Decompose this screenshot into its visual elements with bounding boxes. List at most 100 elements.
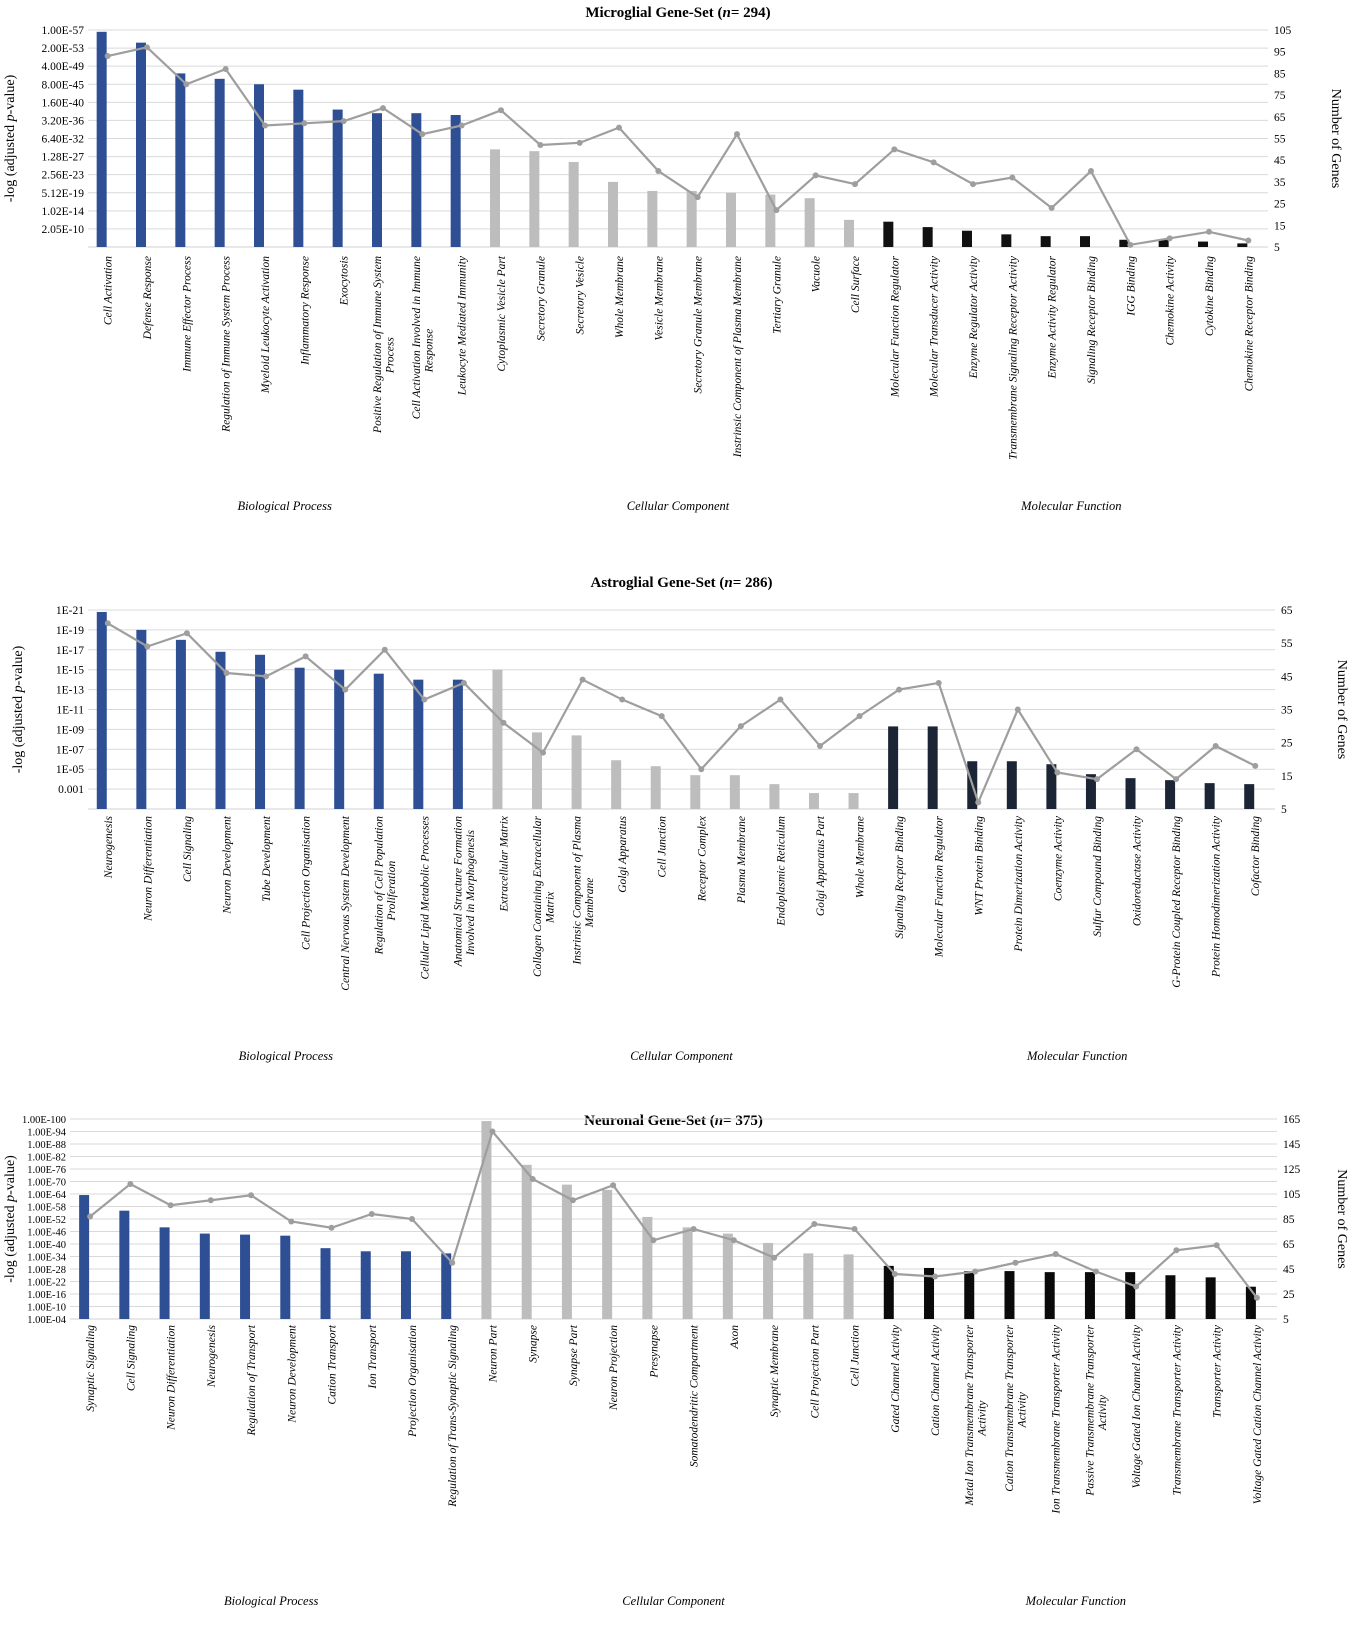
bar [729,775,740,809]
genes-point [421,696,428,703]
category-label: WNT Protein Binding [973,816,985,916]
category-label: Matrix [544,891,556,924]
y-tick-label: 1.00E-58 [27,1203,66,1214]
chart-title: Astroglial Gene-Set (n= 286) [590,575,772,591]
bar [1198,241,1208,247]
bar [962,230,972,247]
category-label: Cell Projection Organisation [301,816,313,950]
y-tick-label: 1.00E-04 [27,1315,67,1326]
bar [334,669,345,809]
bar [571,735,582,809]
category-label: Oxidoreductase Activity [1132,815,1144,926]
bar [79,1195,90,1319]
bar [360,1251,371,1319]
category-label: Neurogenesis [103,815,115,879]
category-label: Central Nervous System Development [340,815,352,991]
bar [844,219,854,247]
y2-tick-label: 95 [1274,47,1286,59]
category-label: Cation Transmembrane Transporter [1004,1324,1016,1491]
category-label: Cytokine Binding [1204,256,1216,336]
bar [561,1184,572,1319]
genes-point [1054,769,1061,776]
y2-tick-label: 15 [1281,771,1293,783]
bar [568,162,579,247]
genes-point [650,1237,657,1244]
category-label: Somatodendritic Compartment [689,1324,701,1467]
genes-point [569,1197,576,1204]
genes-point [380,105,386,112]
bar [608,181,618,247]
category-label: Molecular Transducer Activity [929,255,941,398]
group-label: Biological Process [238,499,332,513]
genes-point [1166,235,1173,242]
bar [255,654,266,809]
bar [883,1265,894,1319]
genes-point [1093,776,1100,783]
y-tick-label: 1.00E-40 [27,1240,66,1251]
category-label: Gated Channel Activity [890,1324,902,1433]
y2-tick-label: 5 [1283,1314,1289,1326]
genes-point [655,168,662,175]
genes-point [498,107,504,114]
genes-point [851,1226,858,1232]
genes-line [107,46,1249,247]
category-label: Positive Regulation of Immune System [372,256,384,434]
bar [690,775,701,809]
genes-point [891,146,898,153]
category-label: Signaling Recptor Binding [894,816,906,939]
bar [888,726,899,809]
genes-point [970,181,976,188]
bar [521,1164,532,1319]
y-tick-label: 1E-07 [56,744,84,756]
bar [136,629,147,809]
bar [1204,783,1215,809]
y-tick-label: 1.00E-52 [27,1215,66,1226]
y2-tick-label: 25 [1281,738,1293,750]
group-label: Biological Process [239,1049,333,1063]
genes-point [1133,1283,1140,1290]
bar [922,227,933,247]
genes-point [1012,1259,1019,1266]
category-label: Ion Transport [367,1324,379,1389]
genes-point [610,1182,617,1189]
category-label: Cation Transport [327,1324,339,1404]
bar [240,1234,251,1319]
genes-point [811,1221,818,1227]
y-axis-label: -log (adjusted p-value) [3,74,18,202]
y2-tick-label: 65 [1274,112,1286,124]
genes-point [896,686,903,693]
bar [96,611,107,809]
bar [1245,1286,1256,1319]
genes-point [104,53,111,60]
genes-point [1088,168,1094,175]
genes-point [1245,237,1252,244]
y-tick-label: 1.00E-16 [27,1290,66,1301]
category-label: Secretory Granule Membrane [693,256,705,394]
category-label: Cell Signaling [125,1325,137,1391]
y2-axis-label: Number of Genes [1328,89,1343,189]
genes-point [248,1192,255,1199]
category-label: Tube Development [261,815,273,902]
genes-point [932,1273,939,1280]
category-label: Process [384,337,396,375]
category-label: Vesicle Membrane [653,256,665,341]
y2-tick-label: 15 [1274,220,1286,232]
y-tick-label: 1.00E-22 [27,1278,66,1289]
category-label: Passive Transmembrane Transporter [1085,1324,1097,1496]
genes-point [1173,1247,1180,1254]
category-label: Enzyme Regulator Activity [968,255,980,379]
y2-tick-label: 145 [1283,1139,1301,1151]
bar [294,667,305,809]
genes-point [301,120,308,127]
y-tick-label: 8.00E-45 [42,79,85,91]
y-tick-label: 3.20E-36 [42,115,85,127]
bar [400,1251,411,1319]
bar [804,198,815,247]
y-tick-label: 1.00E-34 [27,1253,67,1264]
genes-point [222,66,229,73]
bar [490,149,500,247]
category-label: Cofactor Binding [1250,816,1262,896]
bar [441,1253,452,1319]
category-label: IGG Binding [1125,256,1137,317]
bar [765,194,776,247]
